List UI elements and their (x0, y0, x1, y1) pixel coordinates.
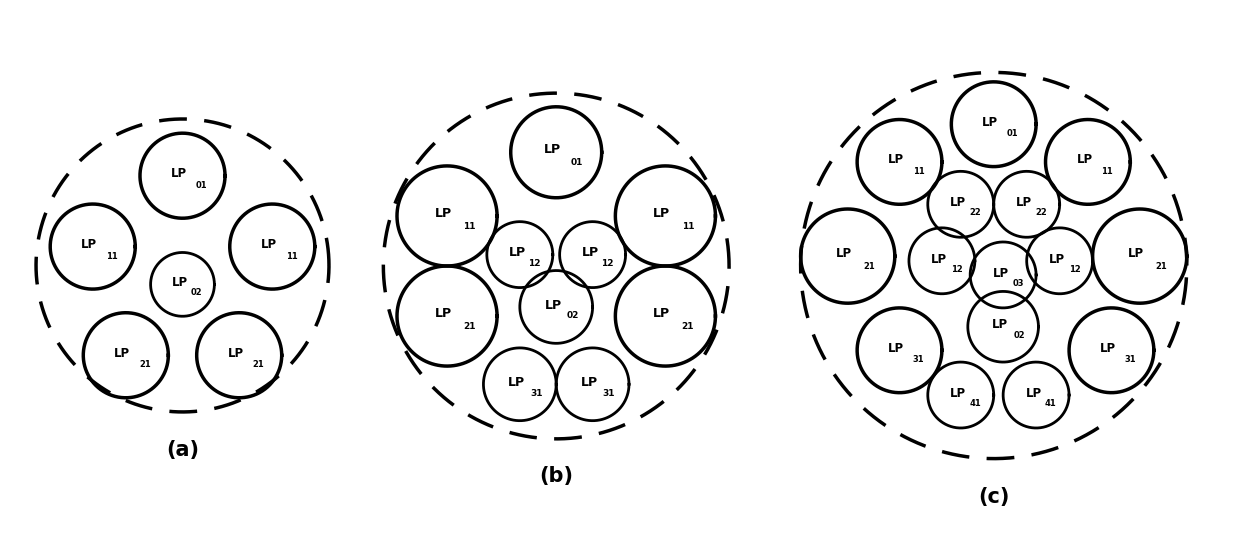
Text: 12: 12 (601, 258, 614, 268)
Text: 31: 31 (529, 389, 542, 397)
Text: 21: 21 (253, 361, 264, 369)
Text: LP: LP (888, 342, 904, 355)
Text: 02: 02 (191, 288, 202, 297)
Text: LP: LP (836, 247, 852, 260)
Text: 22: 22 (970, 209, 981, 217)
Text: LP: LP (950, 196, 966, 209)
Text: LP: LP (1128, 247, 1145, 260)
Text: LP: LP (1016, 196, 1032, 209)
Text: LP: LP (652, 207, 670, 220)
Text: 01: 01 (1007, 129, 1018, 138)
Text: LP: LP (992, 319, 1008, 331)
Text: 41: 41 (970, 399, 981, 408)
Text: LP: LP (434, 207, 451, 220)
Text: LP: LP (931, 252, 947, 266)
Text: 12: 12 (1069, 265, 1080, 274)
Text: LP: LP (82, 238, 98, 251)
Text: 01: 01 (570, 157, 583, 167)
Text: LP: LP (544, 299, 562, 312)
Text: 22: 22 (1035, 209, 1048, 217)
Text: 03: 03 (1012, 279, 1024, 288)
Text: LP: LP (508, 247, 526, 260)
Text: LP: LP (888, 153, 904, 166)
Text: (a): (a) (166, 440, 198, 460)
Text: LP: LP (508, 376, 526, 389)
Text: LP: LP (1025, 387, 1042, 400)
Text: LP: LP (434, 307, 451, 320)
Text: LP: LP (544, 143, 562, 156)
Text: LP: LP (950, 387, 966, 400)
Text: LP: LP (1049, 252, 1065, 266)
Text: LP: LP (228, 346, 244, 359)
Text: LP: LP (114, 346, 130, 359)
Text: LP: LP (982, 116, 998, 129)
Text: LP: LP (582, 247, 599, 260)
Text: (c): (c) (978, 487, 1009, 507)
Text: 01: 01 (196, 181, 207, 190)
Text: 11: 11 (1101, 167, 1112, 176)
Text: LP: LP (260, 238, 277, 251)
Text: 41: 41 (1045, 399, 1056, 408)
Text: LP: LP (652, 307, 670, 320)
Text: 11: 11 (464, 222, 476, 231)
Text: LP: LP (992, 267, 1008, 280)
Text: LP: LP (1100, 342, 1116, 355)
Text: 31: 31 (1125, 355, 1136, 364)
Text: 12: 12 (528, 258, 541, 268)
Text: 11: 11 (105, 251, 118, 261)
Text: 21: 21 (1154, 262, 1167, 271)
Text: 02: 02 (567, 311, 579, 320)
Text: LP: LP (1076, 153, 1092, 166)
Text: 11: 11 (285, 251, 298, 261)
Text: 21: 21 (682, 322, 694, 331)
Text: (b): (b) (539, 466, 573, 486)
Text: 21: 21 (464, 322, 476, 331)
Text: LP: LP (172, 276, 188, 289)
Text: 31: 31 (603, 389, 615, 397)
Text: 02: 02 (1013, 331, 1024, 340)
Text: LP: LP (171, 167, 187, 180)
Text: 11: 11 (913, 167, 925, 176)
Text: 11: 11 (682, 222, 694, 231)
Text: 31: 31 (913, 355, 924, 364)
Text: LP: LP (582, 376, 598, 389)
Text: 21: 21 (139, 361, 151, 369)
Text: 12: 12 (951, 265, 962, 274)
Text: 21: 21 (863, 262, 874, 271)
